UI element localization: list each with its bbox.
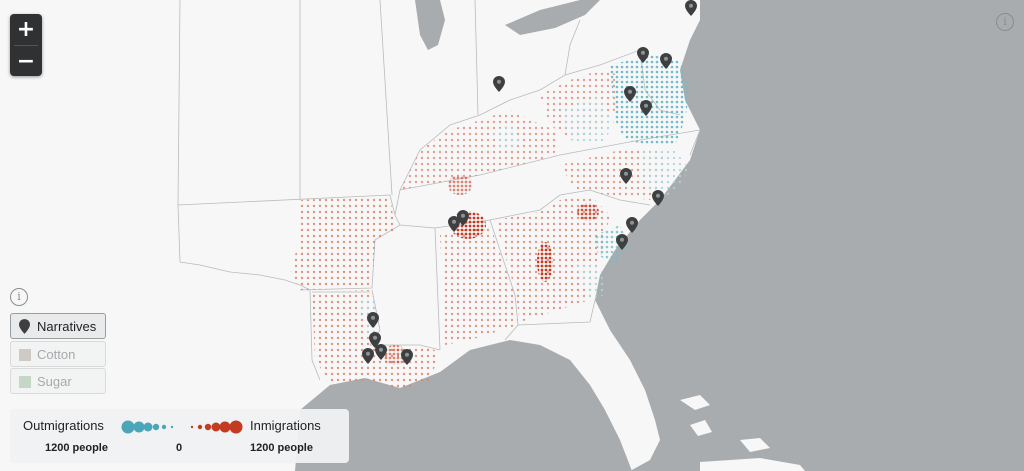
zoom-out-button[interactable]: − bbox=[10, 46, 42, 77]
info-icon[interactable]: i bbox=[996, 13, 1014, 31]
info-icon[interactable]: i bbox=[10, 288, 28, 306]
lake-erie bbox=[505, 0, 600, 35]
gulf-of-mexico bbox=[295, 340, 632, 471]
migration-dots bbox=[290, 55, 690, 390]
cuba bbox=[700, 458, 805, 471]
sugar-swatch-icon bbox=[19, 376, 31, 388]
zoom-in-button[interactable]: + bbox=[10, 14, 42, 45]
layer-toggle-cotton[interactable]: Cotton bbox=[10, 341, 106, 367]
legend-scale bbox=[121, 420, 243, 434]
bahamas bbox=[680, 395, 770, 452]
cotton-swatch-icon bbox=[19, 349, 31, 361]
layer-toggle-sugar[interactable]: Sugar bbox=[10, 368, 106, 394]
legend-right-value: 1200 people bbox=[250, 442, 313, 454]
legend-inmigrations-title: Inmigrations bbox=[250, 418, 321, 433]
layer-label: Sugar bbox=[37, 374, 72, 389]
zoom-divider bbox=[14, 45, 38, 46]
migration-legend: Outmigrations Inmigrations 1200 people 0… bbox=[10, 409, 349, 463]
layer-label: Narratives bbox=[37, 319, 97, 334]
legend-center-value: 0 bbox=[176, 442, 183, 454]
map-marker-icon bbox=[19, 319, 30, 334]
zoom-control: + − bbox=[10, 14, 42, 76]
lake-michigan bbox=[415, 0, 445, 50]
legend-left-value: 1200 people bbox=[45, 442, 108, 454]
layer-label: Cotton bbox=[37, 347, 76, 362]
layer-toggle-narratives[interactable]: Narratives bbox=[10, 313, 106, 339]
legend-outmigrations-title: Outmigrations bbox=[23, 418, 104, 433]
